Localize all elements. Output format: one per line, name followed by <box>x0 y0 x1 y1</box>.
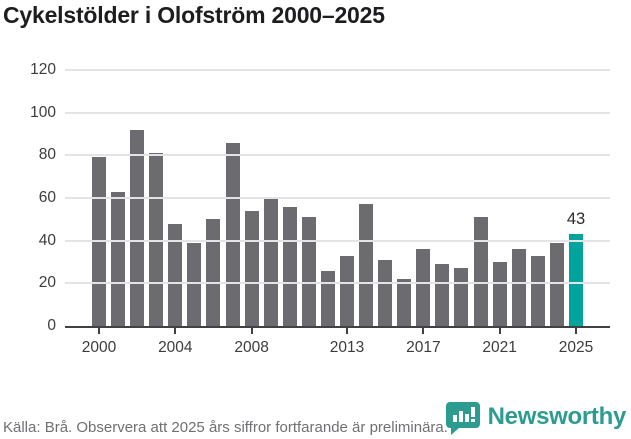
bar-2013 <box>340 255 355 326</box>
source-note: Källa: Brå. Observera att 2025 års siffr… <box>3 419 448 436</box>
gridline-y-100 <box>65 111 610 114</box>
footer: Källa: Brå. Observera att 2025 års siffr… <box>0 395 631 439</box>
x-axis-label-2008: 2008 <box>234 339 269 356</box>
bar-2012 <box>320 270 335 326</box>
chart-title: Cykelstölder i Olofström 2000–2025 <box>3 2 385 28</box>
bar-2005 <box>187 242 202 326</box>
bar-2017 <box>416 249 431 326</box>
x-axis-label-2017: 2017 <box>406 339 441 356</box>
bar-2018 <box>435 264 450 326</box>
bar-2022 <box>511 249 526 326</box>
y-axis-label-20: 20 <box>38 274 56 292</box>
bar-2023 <box>530 255 545 326</box>
x-axis-tick-2021 <box>498 328 501 334</box>
bar-2024 <box>549 242 564 326</box>
bar-2010 <box>282 206 297 326</box>
gridline-y-120 <box>65 69 610 71</box>
y-axis-label-0: 0 <box>47 317 56 334</box>
y-axis-label-60: 60 <box>38 189 56 206</box>
bar-2014 <box>359 204 374 326</box>
bar-2016 <box>397 279 412 326</box>
x-axis-label-2013: 2013 <box>329 339 365 356</box>
x-axis-tick-2013 <box>346 328 349 334</box>
y-axis-label-120: 120 <box>30 61 56 78</box>
gridline-y-60 <box>65 197 610 199</box>
x-axis-label-2025: 2025 <box>558 339 594 356</box>
bar-2020 <box>473 217 488 326</box>
bar-2025 <box>568 234 583 326</box>
gridline-y-20 <box>65 282 610 285</box>
newsworthy-logo: Newsworthy <box>445 399 626 435</box>
speech-bubble-bar-chart-icon <box>445 399 481 435</box>
bar-2011 <box>301 217 316 326</box>
bar-2008 <box>244 210 259 326</box>
x-axis-tick-2017 <box>422 328 425 334</box>
bar-2002 <box>130 129 145 326</box>
gridline-y-40 <box>65 239 610 242</box>
x-axis-tick-2004 <box>174 328 177 334</box>
x-axis-tick-2025 <box>575 328 577 334</box>
bar-2019 <box>454 268 469 326</box>
x-axis-label-2021: 2021 <box>482 339 517 356</box>
x-axis-tick-2008 <box>250 328 253 334</box>
bar-2021 <box>492 262 507 326</box>
y-axis-label-40: 40 <box>38 231 56 249</box>
newsworthy-wordmark: Newsworthy <box>487 403 627 430</box>
y-axis-label-100: 100 <box>30 103 56 121</box>
bar-2007 <box>225 142 240 326</box>
gridline-y-80 <box>65 154 610 157</box>
bar-2000 <box>92 157 106 326</box>
y-axis-label-80: 80 <box>38 146 56 164</box>
bar-2006 <box>206 219 221 326</box>
x-axis-label-2000: 2000 <box>81 339 117 356</box>
bars-container <box>65 70 610 326</box>
bar-2015 <box>378 259 393 326</box>
bar-2009 <box>263 198 278 326</box>
highlight-value-label: 43 <box>566 210 586 229</box>
x-axis-label-2004: 2004 <box>158 339 193 356</box>
x-axis-tick-2000 <box>98 328 100 334</box>
plot-area <box>65 69 610 328</box>
bar-2001 <box>111 191 126 326</box>
bar-2004 <box>168 223 183 326</box>
